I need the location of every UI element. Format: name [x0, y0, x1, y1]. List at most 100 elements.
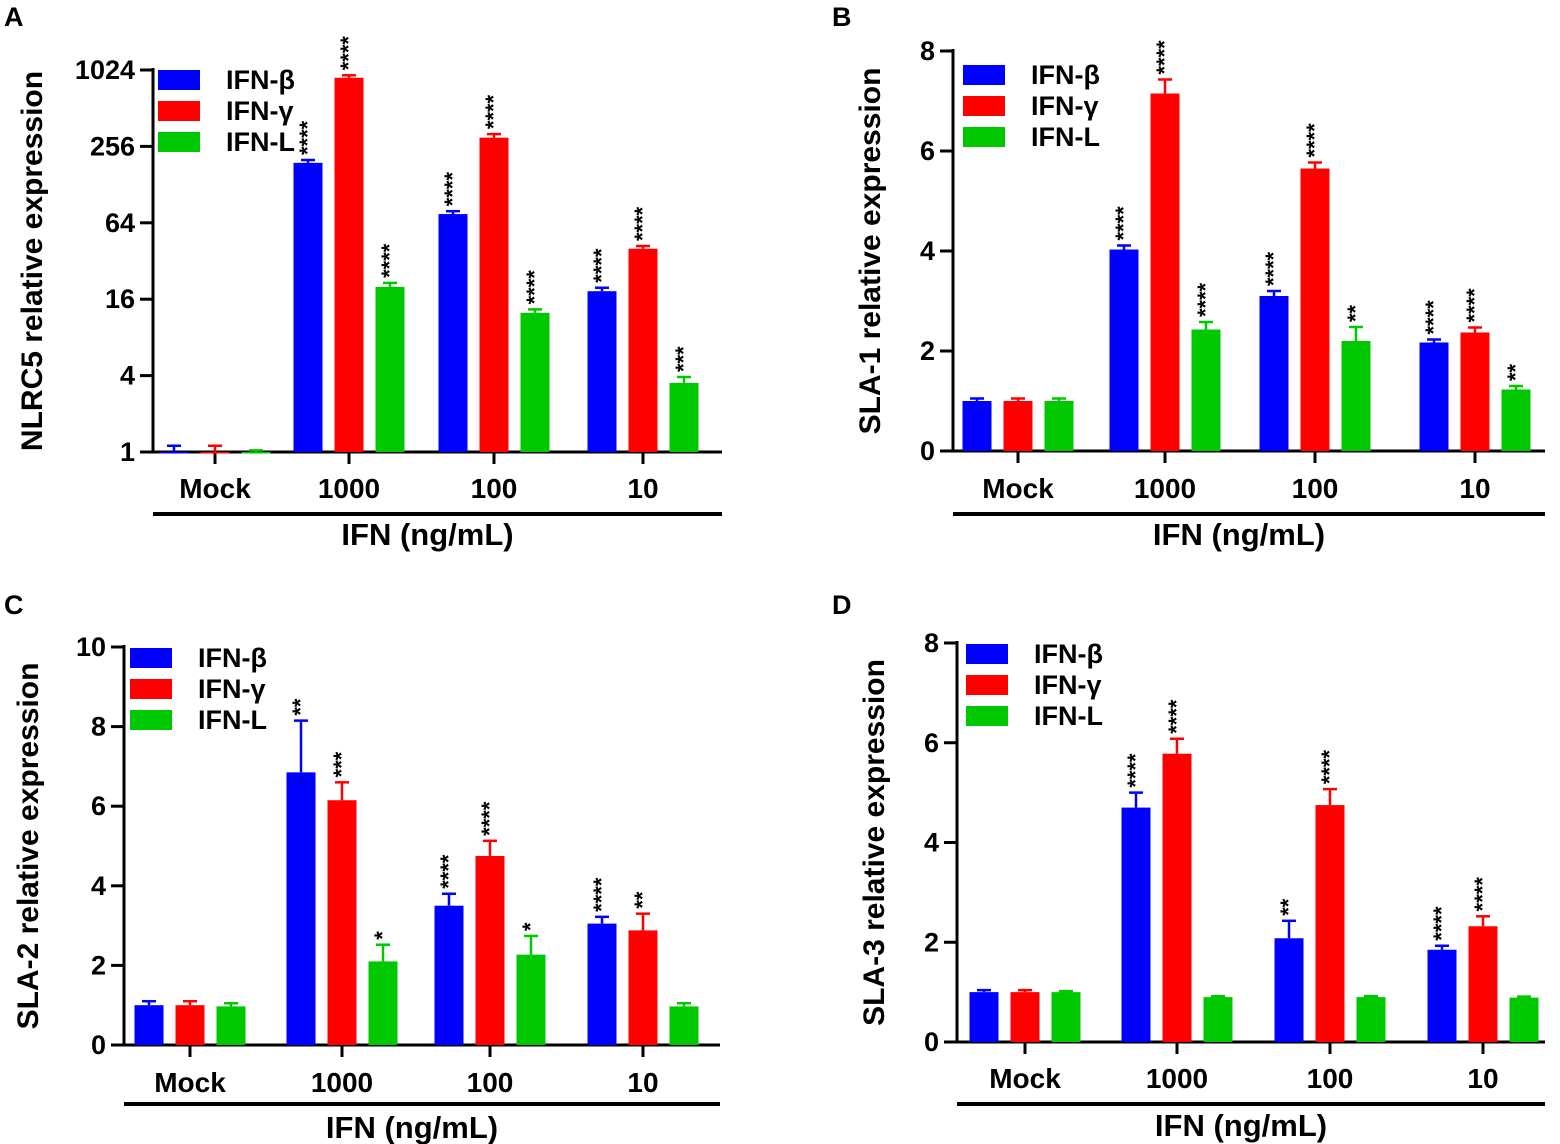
bar: [1109, 249, 1139, 451]
significance-label: ****: [1317, 749, 1342, 784]
x-category-label: Mock: [982, 473, 1054, 504]
significance-label: ****: [1429, 906, 1454, 941]
y-tick-label: 4: [91, 871, 106, 901]
bar: [1356, 997, 1386, 1042]
legend-label: IFN-β: [1031, 60, 1100, 90]
bar: [969, 992, 999, 1042]
significance-label: ****: [630, 206, 655, 241]
bar: [293, 162, 323, 452]
bar: [520, 312, 550, 452]
bar: [1300, 168, 1330, 451]
bar: [669, 1006, 699, 1045]
significance-label: **: [288, 698, 313, 716]
bar: [1044, 401, 1074, 451]
bar: [1203, 997, 1233, 1042]
legend-swatch: [966, 675, 1008, 695]
x-axis-title: IFN (ng/mL): [1155, 1108, 1327, 1143]
x-category-label: 10: [1467, 1063, 1498, 1094]
significance-label: ****: [1193, 282, 1218, 317]
significance-label: **: [1276, 898, 1301, 916]
bar: [1274, 938, 1304, 1042]
y-tick-label: 16: [105, 284, 135, 314]
x-axis-title: IFN (ng/mL): [1153, 517, 1325, 552]
x-category-label: 100: [471, 473, 518, 504]
y-tick-label: 0: [91, 1030, 106, 1060]
y-axis-title: SLA-1 relative expression: [854, 68, 887, 435]
significance-label: ****: [589, 248, 614, 283]
y-tick-label: 1024: [75, 55, 135, 85]
bar: [241, 452, 271, 454]
y-tick-label: 2: [920, 336, 935, 366]
x-category-label: 100: [1307, 1063, 1354, 1094]
legend-swatch: [130, 679, 172, 699]
x-category-label: 100: [467, 1067, 514, 1098]
y-tick-label: 4: [920, 236, 935, 266]
x-category-label: 1000: [318, 473, 380, 504]
y-axis-title: SLA-2 relative expression: [12, 663, 45, 1030]
panel-d: D 0 2 4 6 8 SLA-3 relative expression Mock 1000 1…: [832, 590, 1545, 1143]
bar: [1427, 949, 1457, 1042]
y-tick-label: 0: [924, 1027, 939, 1057]
significance-label: **: [630, 891, 655, 909]
x-category-label: 1000: [1146, 1063, 1208, 1094]
x-axis-title: IFN (ng/mL): [341, 517, 513, 552]
y-tick-label: 2: [924, 927, 939, 957]
y-tick-label: 8: [924, 628, 939, 658]
x-category-label: 100: [1292, 473, 1339, 504]
legend-swatch: [966, 706, 1008, 726]
significance-label: **: [1503, 363, 1528, 381]
bar: [216, 1006, 246, 1045]
significance-label: ***: [329, 751, 354, 777]
bar: [1509, 997, 1539, 1042]
significance-label: ****: [522, 270, 547, 305]
bar: [1259, 296, 1289, 451]
y-tick-label: 6: [920, 136, 935, 166]
legend-label: IFN-γ: [226, 96, 294, 126]
bar: [587, 291, 617, 452]
legend-label: IFN-L: [1031, 122, 1100, 152]
y-tick-label: 2: [91, 950, 106, 980]
panel-letter: B: [832, 2, 852, 32]
y-tick-label: 64: [105, 208, 135, 238]
y-tick-label: 1: [120, 437, 135, 467]
x-axis-title: IFN (ng/mL): [326, 1110, 498, 1144]
bar: [1003, 401, 1033, 451]
legend-swatch: [158, 132, 200, 152]
bar: [962, 401, 992, 451]
x-category-label: Mock: [989, 1063, 1061, 1094]
bar: [159, 452, 189, 454]
significance-label: ****: [440, 172, 465, 207]
bar: [327, 800, 357, 1045]
legend-label: IFN-β: [226, 65, 295, 95]
bar: [175, 1005, 205, 1045]
x-category-label: Mock: [179, 473, 251, 504]
legend-swatch: [963, 127, 1005, 147]
y-tick-label: 4: [120, 361, 135, 391]
y-tick-label: 10: [76, 632, 106, 662]
y-axis-title: NLRC5 relative expression: [16, 71, 49, 451]
y-tick-label: 256: [90, 131, 135, 161]
legend-label: IFN-γ: [198, 674, 266, 704]
bar: [286, 772, 316, 1045]
significance-label: ****: [1261, 251, 1286, 286]
bar: [1121, 807, 1151, 1042]
legend-swatch: [130, 648, 172, 668]
y-axis-title: SLA-3 relative expression: [858, 659, 891, 1026]
significance-label: *: [370, 931, 395, 940]
bar: [1162, 753, 1192, 1042]
bar: [628, 248, 658, 452]
legend-label: IFN-γ: [1034, 670, 1102, 700]
legend-label: IFN-L: [198, 705, 267, 735]
legend-swatch: [158, 70, 200, 90]
bar: [334, 77, 364, 452]
significance-label: ****: [1152, 40, 1177, 75]
bar: [1315, 805, 1345, 1042]
bar: [628, 930, 658, 1045]
significance-label: ****: [1421, 300, 1446, 335]
bar: [1468, 926, 1498, 1042]
bar: [200, 452, 230, 454]
bar: [438, 214, 468, 452]
significance-label: ****: [481, 94, 506, 129]
y-tick-label: 6: [91, 791, 106, 821]
significance-label: ****: [436, 854, 461, 889]
